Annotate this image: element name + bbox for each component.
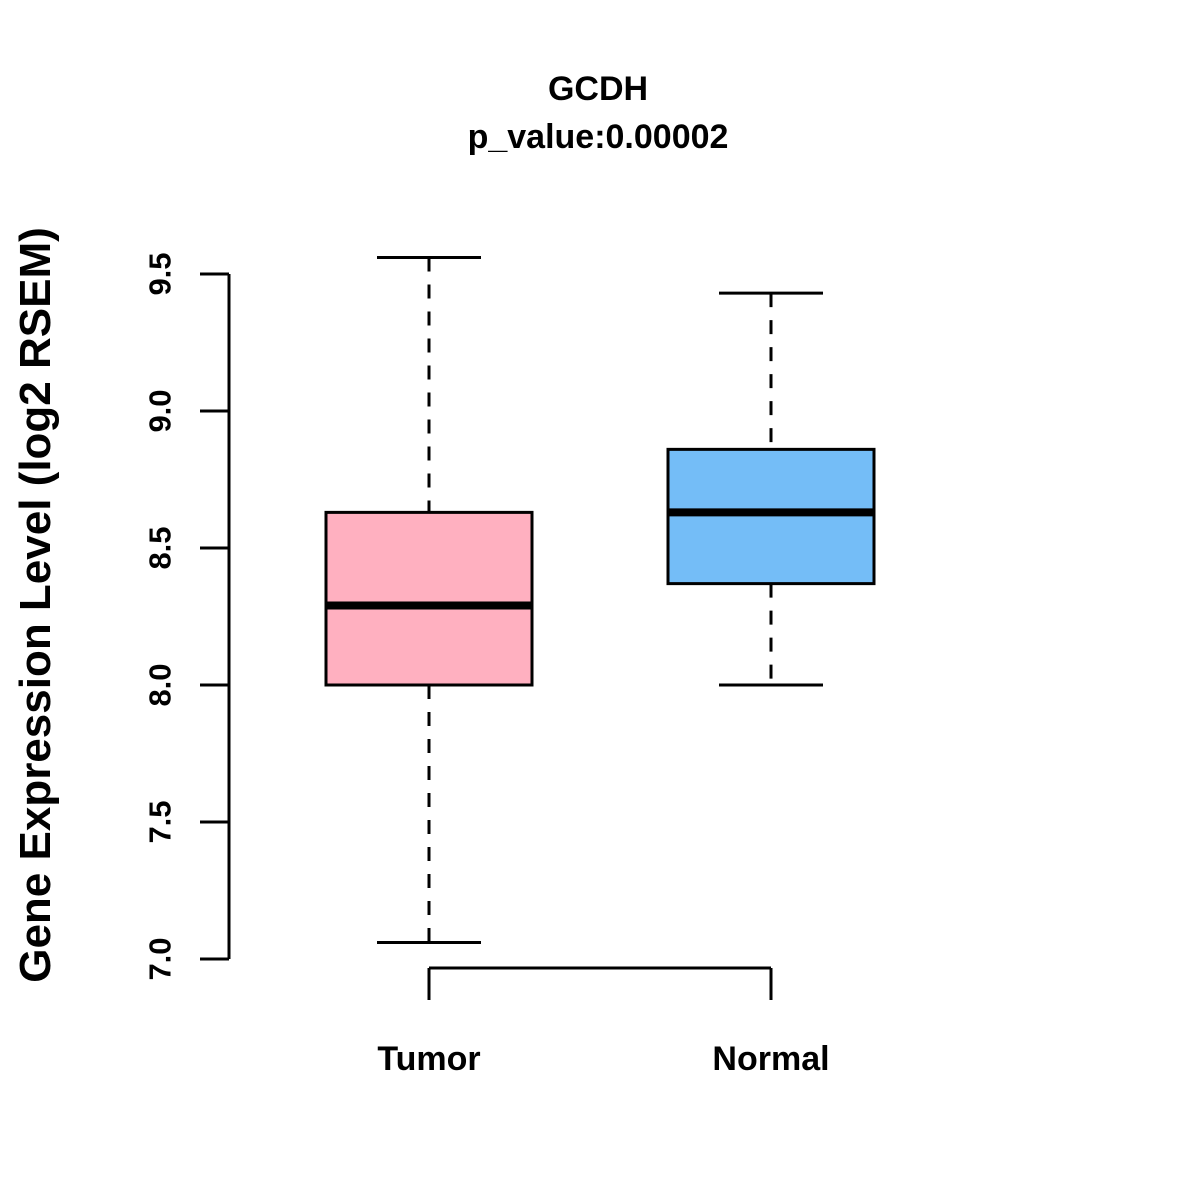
chart-subtitle: p_value:0.00002 bbox=[467, 118, 729, 156]
y-tick-label: 7.0 bbox=[142, 937, 178, 981]
y-tick-label: 9.5 bbox=[142, 252, 178, 296]
normal-box bbox=[666, 447, 876, 586]
y-tick-label: 8.5 bbox=[142, 526, 178, 570]
chart-title: GCDH bbox=[547, 70, 649, 108]
y-tick-label: 8.0 bbox=[142, 663, 178, 707]
x-group-label-normal: Normal bbox=[712, 1040, 830, 1078]
tumor-box bbox=[324, 510, 534, 687]
y-tick-label: 9.0 bbox=[142, 389, 178, 433]
y-tick-label: 7.5 bbox=[142, 800, 178, 844]
x-group-label-tumor: Tumor bbox=[377, 1040, 481, 1078]
